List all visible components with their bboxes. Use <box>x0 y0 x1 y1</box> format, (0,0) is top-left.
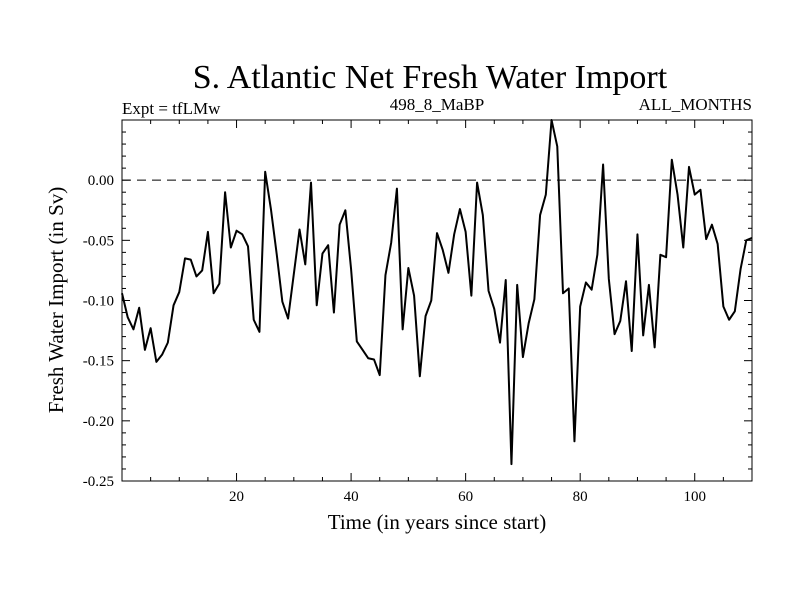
plot-area: 20 40 60 80 100 -0.25 -0.20 -0.15 -0.10 -0.05 0.00 <box>83 119 753 505</box>
x-tick-label: 100 <box>683 489 706 505</box>
x-tick-label: 40 <box>344 489 359 505</box>
y-tick-label: 0.00 <box>88 173 114 189</box>
series-line <box>121 119 753 466</box>
x-tick-label: 60 <box>458 489 473 505</box>
y-axis-label: Fresh Water Import (in Sv) <box>44 187 68 414</box>
x-axis-label: Time (in years since start) <box>328 510 547 534</box>
y-tick-label: -0.15 <box>83 354 114 370</box>
x-tick-label: 80 <box>573 489 588 505</box>
y-tick-label: -0.20 <box>83 414 114 430</box>
y-tick-label: -0.05 <box>83 233 114 249</box>
months-label: ALL_MONTHS <box>639 95 752 114</box>
run-label: 498_8_MaBP <box>390 95 484 114</box>
chart-title: S. Atlantic Net Fresh Water Import <box>193 59 668 96</box>
x-tick-label: 20 <box>229 489 244 505</box>
y-tick-label: -0.10 <box>83 294 114 310</box>
y-tick-label: -0.25 <box>83 474 114 490</box>
experiment-label: Expt = tfLMw <box>122 99 221 118</box>
